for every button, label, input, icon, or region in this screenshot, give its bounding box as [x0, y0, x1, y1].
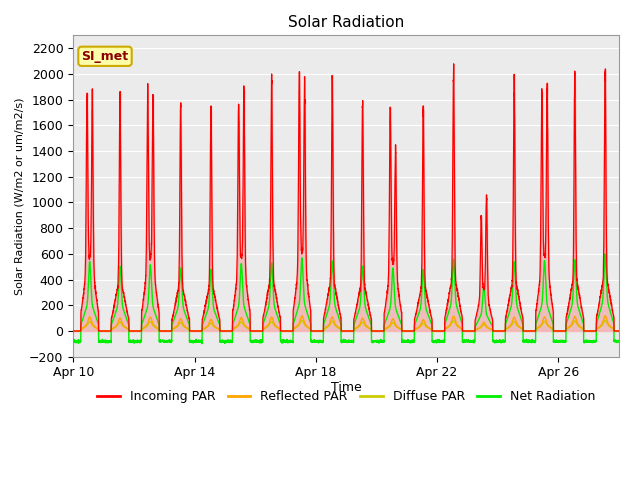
- X-axis label: Time: Time: [331, 381, 362, 394]
- Legend: Incoming PAR, Reflected PAR, Diffuse PAR, Net Radiation: Incoming PAR, Reflected PAR, Diffuse PAR…: [92, 385, 600, 408]
- Y-axis label: Solar Radiation (W/m2 or um/m2/s): Solar Radiation (W/m2 or um/m2/s): [15, 97, 25, 295]
- Title: Solar Radiation: Solar Radiation: [288, 15, 404, 30]
- Text: SI_met: SI_met: [81, 50, 129, 63]
